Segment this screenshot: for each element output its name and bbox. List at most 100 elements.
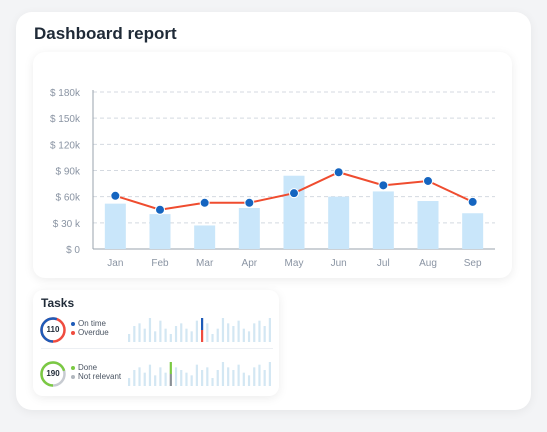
mini-bar bbox=[180, 370, 183, 386]
chart-bar-mar[interactable] bbox=[194, 225, 216, 249]
line-point-apr[interactable] bbox=[244, 197, 255, 208]
y-tick-label: $ 60k bbox=[56, 193, 81, 204]
mini-bar bbox=[174, 326, 178, 342]
ring-progress bbox=[40, 361, 66, 387]
mini-bar bbox=[128, 378, 131, 386]
line-point-jan[interactable] bbox=[110, 190, 121, 201]
mini-bar bbox=[174, 367, 178, 386]
mini-bar bbox=[128, 334, 131, 342]
mini-bar bbox=[263, 326, 266, 342]
mini-bar bbox=[216, 370, 219, 386]
chart-bar-may[interactable] bbox=[283, 175, 305, 249]
page-title: Dashboard report bbox=[34, 24, 177, 43]
mini-bar bbox=[169, 334, 172, 342]
mini-bar bbox=[247, 331, 251, 342]
y-tick-label: $ 150k bbox=[50, 114, 81, 125]
mini-bar bbox=[237, 320, 240, 342]
mini-bar bbox=[221, 318, 225, 342]
chart-bar-feb[interactable] bbox=[149, 214, 171, 249]
x-tick-label: Aug bbox=[419, 258, 437, 269]
y-tick-label: $ 30 k bbox=[53, 219, 81, 230]
mini-bar bbox=[237, 364, 240, 386]
chart-bar-jun[interactable] bbox=[328, 196, 350, 249]
chart-bar-jul[interactable] bbox=[372, 191, 394, 249]
mini-bar bbox=[201, 370, 204, 386]
mini-bar bbox=[185, 372, 188, 386]
mini-bar bbox=[185, 328, 188, 342]
legend-item-not-relevant: Not relevant bbox=[71, 372, 121, 381]
mini-bar bbox=[180, 323, 183, 342]
x-tick-label: Sep bbox=[464, 258, 482, 269]
dot-icon bbox=[71, 365, 75, 370]
mini-bar bbox=[211, 334, 214, 342]
progress-ring: 110 bbox=[39, 316, 67, 344]
chart-bar-apr[interactable] bbox=[238, 208, 260, 249]
chart-bar-sep[interactable] bbox=[462, 213, 484, 249]
task-row-done[interactable]: 190 Done Not relevant bbox=[33, 360, 279, 394]
mini-bar bbox=[211, 378, 214, 386]
mini-bar bbox=[195, 320, 198, 342]
mini-bar-chart bbox=[128, 318, 271, 342]
line-point-feb[interactable] bbox=[155, 204, 165, 215]
line-point-jul[interactable] bbox=[378, 180, 389, 191]
task-row-on-time[interactable]: 110 On time Overdue bbox=[33, 316, 279, 350]
mini-bar bbox=[227, 323, 230, 342]
x-tick-label: Jan bbox=[107, 258, 123, 269]
line-point-sep[interactable] bbox=[467, 196, 478, 207]
x-tick-label: Mar bbox=[196, 258, 214, 269]
x-tick-label: May bbox=[285, 258, 304, 269]
mini-bar bbox=[247, 375, 251, 386]
mini-bar bbox=[206, 367, 209, 386]
line-point-aug[interactable] bbox=[423, 175, 433, 186]
mini-bar bbox=[268, 318, 271, 342]
mini-bar bbox=[159, 320, 162, 342]
mini-bar bbox=[133, 326, 136, 342]
mini-bar bbox=[164, 328, 167, 342]
y-tick-label: $ 0 bbox=[66, 245, 80, 256]
mini-bar bbox=[232, 370, 235, 386]
mini-bar bbox=[138, 323, 141, 342]
mini-bar bbox=[154, 375, 157, 386]
mini-bar bbox=[143, 328, 146, 342]
mini-bar bbox=[143, 372, 146, 386]
dot-icon bbox=[71, 330, 75, 335]
task-count: 110 bbox=[46, 325, 60, 334]
mini-bar bbox=[195, 364, 198, 386]
mini-bar bbox=[258, 364, 261, 386]
y-tick-label: $ 180k bbox=[50, 88, 81, 99]
mini-bar-highlight bbox=[201, 330, 204, 342]
x-tick-label: Jul bbox=[377, 258, 390, 269]
progress-ring: 190 bbox=[39, 360, 67, 388]
tasks-title: Tasks bbox=[41, 296, 75, 310]
divider bbox=[41, 348, 273, 349]
mini-bar-chart bbox=[128, 362, 271, 386]
chart-bar-aug[interactable] bbox=[417, 201, 439, 249]
tasks-card: Tasks 110 On time Overdue 190 Done Not r… bbox=[33, 290, 279, 396]
mini-bar bbox=[242, 372, 245, 386]
mini-bar bbox=[221, 362, 225, 386]
mini-bar-highlight bbox=[201, 318, 204, 330]
mini-bar bbox=[164, 372, 167, 386]
mini-bar bbox=[138, 367, 141, 386]
line-point-jun[interactable] bbox=[333, 167, 344, 178]
dot-icon bbox=[71, 374, 75, 379]
y-tick-label: $ 120k bbox=[50, 140, 81, 151]
mini-bar bbox=[190, 375, 193, 386]
mini-bar bbox=[253, 367, 256, 386]
chart-bar-jan[interactable] bbox=[104, 203, 126, 249]
task-legend: On time Overdue bbox=[71, 319, 109, 337]
line-point-mar[interactable] bbox=[199, 197, 210, 208]
dot-icon bbox=[71, 321, 75, 326]
legend-item-on-time: On time bbox=[71, 319, 109, 328]
mini-bar-highlight bbox=[169, 374, 172, 386]
bar-line-chart: $ 0 $ 30 k $ 60k $ 90k $ 120k $ 150k $ 180k Jan… bbox=[50, 88, 495, 269]
mini-bar bbox=[268, 362, 271, 386]
ring-progress bbox=[40, 317, 66, 343]
legend-item-overdue: Overdue bbox=[71, 328, 109, 337]
mini-bar bbox=[258, 320, 261, 342]
line-point-may[interactable] bbox=[289, 188, 299, 199]
x-tick-label: Apr bbox=[242, 258, 258, 269]
mini-bar bbox=[232, 326, 235, 342]
x-tick-label: Feb bbox=[151, 258, 169, 269]
legend-item-done: Done bbox=[71, 363, 121, 372]
